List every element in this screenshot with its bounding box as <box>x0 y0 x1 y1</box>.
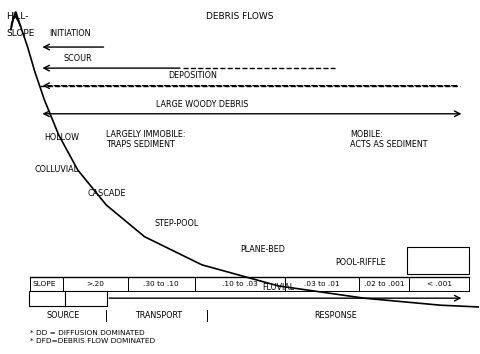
Text: TRAPS SEDIMENT: TRAPS SEDIMENT <box>107 140 175 149</box>
Text: .10 to .03: .10 to .03 <box>222 281 258 287</box>
Text: DFD*: DFD* <box>76 294 96 303</box>
Text: HILL-: HILL- <box>6 12 29 21</box>
Text: < .001: < .001 <box>427 281 452 287</box>
Text: * DD = DIFFUSION DOMINATED: * DD = DIFFUSION DOMINATED <box>30 330 144 336</box>
Text: SLOPE: SLOPE <box>33 281 56 287</box>
Text: CASCADE: CASCADE <box>87 189 126 198</box>
Text: DEBRIS FLOWS: DEBRIS FLOWS <box>206 12 274 21</box>
Text: >.20: >.20 <box>87 281 105 287</box>
Text: MOBILE:: MOBILE: <box>350 130 383 138</box>
Text: LARGE WOODY DEBRIS: LARGE WOODY DEBRIS <box>156 100 248 109</box>
Text: .03 to .01: .03 to .01 <box>304 281 340 287</box>
Text: INITIATION: INITIATION <box>49 29 91 38</box>
Text: PLANE-BED: PLANE-BED <box>240 245 285 255</box>
Text: STEP-POOL: STEP-POOL <box>154 219 198 228</box>
Text: SOURCE: SOURCE <box>47 311 80 320</box>
Text: HOLLOW: HOLLOW <box>44 133 79 142</box>
Text: ACTS AS SEDIMENT: ACTS AS SEDIMENT <box>350 140 427 149</box>
Text: SLOPE: SLOPE <box>6 29 35 39</box>
Text: DD*: DD* <box>40 294 56 303</box>
Text: COLLUVIAL: COLLUVIAL <box>35 165 79 174</box>
FancyBboxPatch shape <box>65 291 108 306</box>
Text: .02 to .001: .02 to .001 <box>364 281 405 287</box>
Text: RESPONSE: RESPONSE <box>314 311 357 320</box>
Text: DEPOSITION: DEPOSITION <box>168 72 216 80</box>
Text: POOL-RIFFLE: POOL-RIFFLE <box>336 258 386 267</box>
Text: TRANSPORT: TRANSPORT <box>135 311 182 320</box>
FancyBboxPatch shape <box>29 291 67 306</box>
Text: LARGELY IMMOBILE:: LARGELY IMMOBILE: <box>107 130 186 138</box>
Text: * DFD=DEBRIS FLOW DOMINATED: * DFD=DEBRIS FLOW DOMINATED <box>30 338 155 344</box>
FancyBboxPatch shape <box>407 247 469 274</box>
Text: .30 to .10: .30 to .10 <box>144 281 179 287</box>
Text: SCOUR: SCOUR <box>63 54 92 63</box>
Text: REGIME: REGIME <box>422 255 454 264</box>
Text: FLUVIAL: FLUVIAL <box>262 283 294 292</box>
